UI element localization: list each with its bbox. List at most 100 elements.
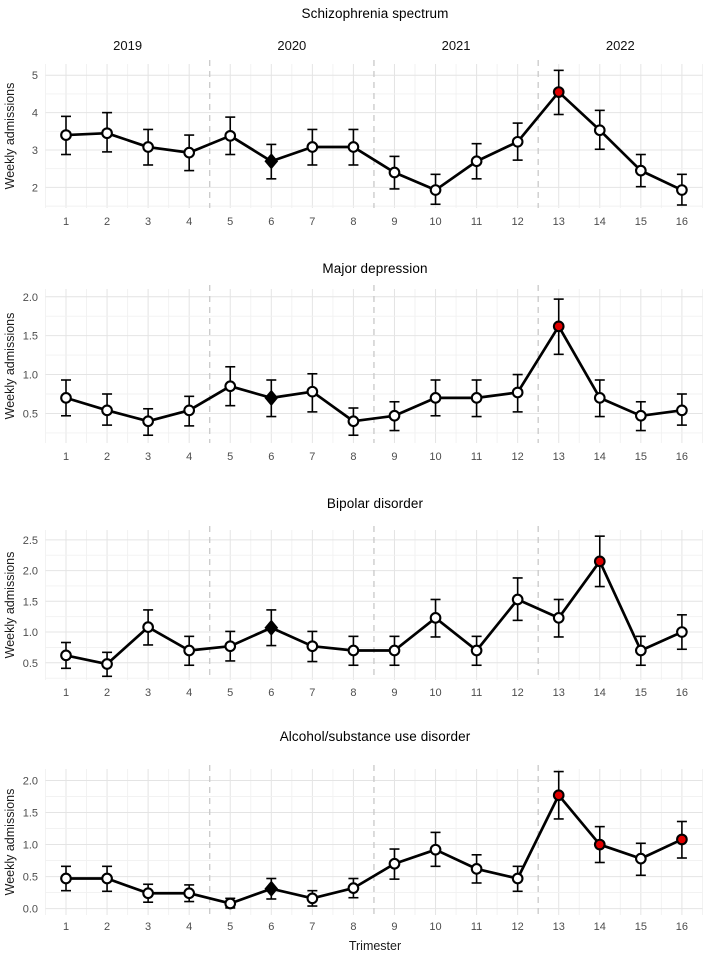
y-axis-title: Weekly admissions xyxy=(3,83,17,190)
y-tick-label: 3 xyxy=(32,145,38,157)
panel-title: Major depression xyxy=(322,261,428,276)
data-point-open xyxy=(224,380,237,393)
y-axis-labels: 0.5 1.0 1.5 2.0 xyxy=(23,292,38,421)
data-point-open xyxy=(306,141,319,153)
data-point-open xyxy=(388,166,401,179)
panel-title: Alcohol/substance use disorder xyxy=(279,729,471,744)
x-tick-label: 10 xyxy=(429,451,441,463)
year-dividers xyxy=(209,285,539,443)
data-point-red xyxy=(552,86,565,98)
x-tick-label: 1 xyxy=(63,451,69,463)
y-tick-label: 5 xyxy=(32,70,38,82)
x-tick-label: 5 xyxy=(227,216,233,228)
data-points xyxy=(60,555,688,670)
x-tick-label: 1 xyxy=(63,921,69,933)
data-point-open xyxy=(142,887,154,900)
data-point-open xyxy=(347,882,360,894)
data-point-open xyxy=(634,164,647,177)
data-point-open xyxy=(676,404,688,417)
data-point-open xyxy=(552,612,565,624)
y-tick-label: 0.0 xyxy=(23,904,38,916)
x-tick-label: 12 xyxy=(512,687,524,699)
x-tick-label: 15 xyxy=(635,451,647,463)
data-point-red xyxy=(552,320,565,333)
x-tick-label: 6 xyxy=(268,921,274,933)
y-tick-label: 2 xyxy=(32,182,38,194)
data-point-open xyxy=(101,404,113,417)
x-tick-label: 3 xyxy=(145,451,151,463)
x-tick-label: 12 xyxy=(512,216,524,228)
x-tick-label: 2 xyxy=(104,921,110,933)
data-point-open xyxy=(306,892,319,905)
x-axis-labels: 1 2 3 4 5 6 7 8 9 10 11 12 13 14 15 16 xyxy=(63,921,688,933)
chart-alcohol-substance-use: 1 2 3 4 5 6 7 8 9 10 11 12 13 14 15 160.00.51.01.52.0We… xyxy=(3,765,703,933)
x-tick-label: 15 xyxy=(635,216,647,228)
x-tick-label: 16 xyxy=(676,216,688,228)
data-point-open xyxy=(593,392,606,404)
data-point-red xyxy=(593,555,606,568)
data-point-open xyxy=(511,593,524,606)
data-point-diamond xyxy=(264,153,279,170)
error-bars xyxy=(61,298,687,437)
x-tick-label: 12 xyxy=(512,451,524,463)
x-tick-label: 9 xyxy=(391,921,397,933)
y-axis-labels: 0.0 0.5 1.0 1.5 2.0 xyxy=(23,776,38,916)
y-tick-label: 1.5 xyxy=(23,808,38,820)
x-tick-label: 16 xyxy=(676,921,688,933)
x-axis-labels: 1 2 3 4 5 6 7 8 9 10 11 12 13 14 15 16 xyxy=(63,687,688,699)
data-point-open xyxy=(470,644,483,657)
x-tick-label: 8 xyxy=(350,921,356,933)
data-point-open xyxy=(183,644,196,657)
x-tick-label: 5 xyxy=(227,687,233,699)
panel-title: Schizophrenia spectrum xyxy=(301,6,449,21)
x-axis-title: Trimester xyxy=(348,939,402,953)
x-tick-label: 13 xyxy=(553,921,565,933)
x-tick-label: 10 xyxy=(429,216,441,228)
y-tick-label: 0.5 xyxy=(23,658,38,670)
panel-major-depression: 1 2 3 4 5 6 7 8 9 10 11 12 13 14 15 16 0.5 1.0 1.5 2.0 Weekl… xyxy=(0,239,708,478)
data-point-open xyxy=(60,129,72,141)
x-tick-label: 10 xyxy=(429,687,441,699)
x-tick-label: 9 xyxy=(391,216,397,228)
data-point-open xyxy=(101,658,113,670)
x-tick-label: 2 xyxy=(104,216,110,228)
x-tick-label: 12 xyxy=(512,921,524,933)
x-tick-label: 8 xyxy=(350,451,356,463)
x-tick-label: 14 xyxy=(594,687,606,699)
data-point-open xyxy=(347,644,360,657)
series-line xyxy=(65,90,683,192)
x-axis-labels: 1 2 3 4 5 6 7 8 9 10 11 12 13 14 15 16 xyxy=(63,216,688,228)
y-tick-label: 1.5 xyxy=(23,331,38,343)
data-point-open xyxy=(388,644,401,657)
chart-bipolar-disorder: 1 2 3 4 5 6 7 8 9 10 11 12 13 14 15 160.51.01.52.02.5We… xyxy=(3,526,703,699)
data-point-open xyxy=(142,621,154,633)
x-tick-label: 4 xyxy=(186,451,192,463)
y-axis-labels: 0.5 1.0 1.5 2.0 2.5 xyxy=(23,535,38,670)
data-point-open xyxy=(470,392,483,404)
x-tick-label: 15 xyxy=(635,921,647,933)
data-point-open xyxy=(183,404,196,417)
x-tick-label: 8 xyxy=(350,216,356,228)
x-tick-label: 14 xyxy=(594,921,606,933)
series-line xyxy=(65,324,683,423)
year-dividers xyxy=(209,765,539,915)
data-point-open xyxy=(429,184,442,196)
x-tick-label: 16 xyxy=(676,687,688,699)
data-point-diamond xyxy=(264,619,279,636)
data-point-red xyxy=(676,833,688,846)
data-point-red xyxy=(593,838,606,851)
data-point-diamond xyxy=(264,389,279,407)
data-point-open xyxy=(60,392,72,404)
x-tick-label: 4 xyxy=(186,216,192,228)
x-tick-label: 1 xyxy=(63,216,69,228)
y-axis-title: Weekly admissions xyxy=(3,789,17,896)
data-point-open xyxy=(347,141,360,153)
x-tick-label: 7 xyxy=(309,451,315,463)
data-point-open xyxy=(306,640,319,653)
data-point-open xyxy=(470,155,483,168)
y-tick-label: 1.0 xyxy=(23,370,38,382)
x-tick-label: 13 xyxy=(553,451,565,463)
data-point-open xyxy=(142,415,154,428)
x-tick-label: 10 xyxy=(429,921,441,933)
